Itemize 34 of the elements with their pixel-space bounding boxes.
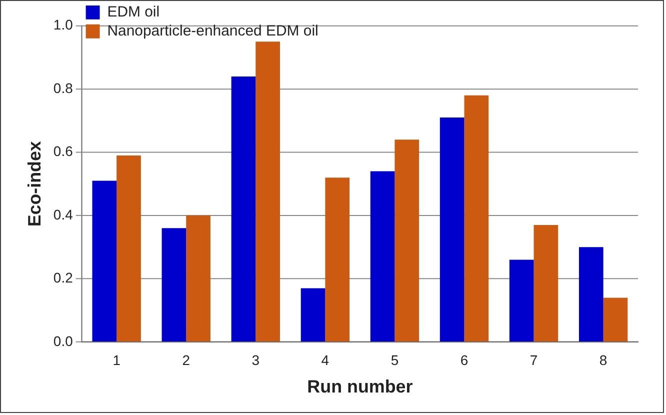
x-tick-label: 5: [390, 352, 399, 368]
x-tick-label: 8: [599, 352, 608, 368]
x-tick-label: 1: [112, 352, 121, 368]
y-tick-label: 0.6: [53, 143, 74, 160]
x-tick-label: 3: [252, 352, 260, 368]
bar: [464, 95, 489, 342]
x-tick-label: 6: [460, 352, 468, 368]
x-tick-label: 2: [182, 352, 190, 368]
bar: [509, 260, 534, 342]
y-tick-label: 0.0: [53, 332, 74, 349]
y-tick-label: 1.0: [53, 16, 74, 33]
bar: [325, 178, 350, 342]
bar: [370, 171, 395, 342]
bar: [92, 180, 117, 342]
bar: [116, 155, 141, 342]
legend-label: EDM oil: [107, 4, 160, 21]
bar: [394, 140, 420, 342]
y-tick-label: 0.2: [53, 270, 74, 286]
legend-label: Nanoparticle-enhanced EDM oil: [107, 22, 318, 40]
bar: [440, 118, 464, 342]
bar: [578, 247, 604, 342]
y-tick-label: 0.8: [53, 80, 74, 96]
bar: [231, 76, 256, 342]
x-tick-label: 4: [321, 352, 330, 368]
bar: [534, 225, 558, 342]
x-axis-title: Run number: [307, 376, 413, 396]
bar: [603, 298, 628, 342]
bar: [256, 42, 280, 342]
y-axis-title: Eco-index: [24, 141, 45, 227]
bar: [162, 228, 186, 342]
x-tick-label: 7: [530, 352, 538, 368]
bar: [300, 288, 326, 342]
y-tick-label: 0.4: [53, 206, 74, 222]
bar: [186, 216, 210, 342]
